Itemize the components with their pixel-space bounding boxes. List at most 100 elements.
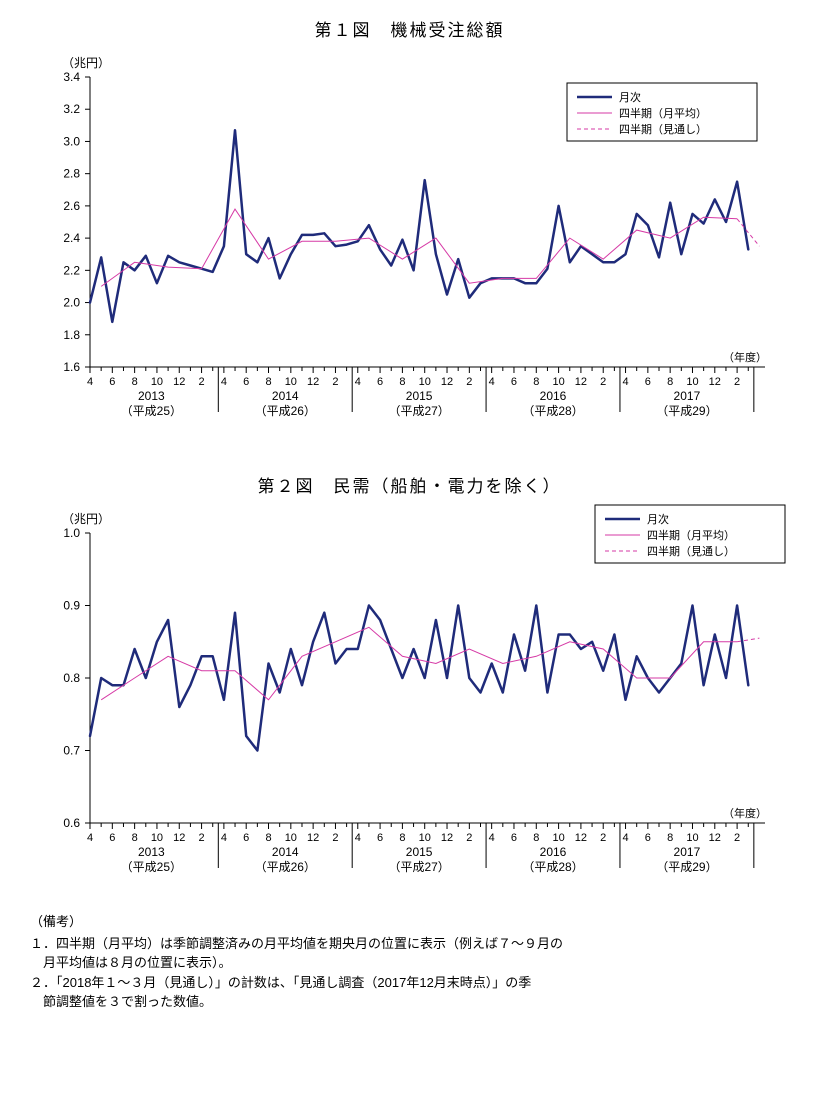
remarks-line: １．四半期（月平均）は季節調整済みの月平均値を期央月の位置に表示（例えば７～９月… [30,934,799,954]
svg-text:12: 12 [173,832,185,844]
svg-text:（年度）: （年度） [723,806,767,820]
svg-text:（年度）: （年度） [723,350,767,364]
svg-text:四半期（見通し）: 四半期（見通し） [619,122,707,136]
svg-text:10: 10 [151,832,163,844]
svg-text:2015: 2015 [406,389,433,403]
svg-text:6: 6 [645,832,651,844]
svg-text:10: 10 [552,832,564,844]
svg-text:四半期（見通し）: 四半期（見通し） [647,544,735,558]
svg-text:2.4: 2.4 [63,231,80,245]
svg-text:（平成27）: （平成27） [388,860,449,874]
svg-text:2: 2 [600,376,606,388]
svg-text:2015: 2015 [406,845,433,859]
svg-text:10: 10 [151,376,163,388]
svg-text:6: 6 [109,376,115,388]
svg-text:8: 8 [132,832,138,844]
svg-text:2.6: 2.6 [63,199,80,213]
svg-text:2.8: 2.8 [63,167,80,181]
svg-text:（平成26）: （平成26） [255,404,316,418]
svg-text:10: 10 [285,832,297,844]
chart1-svg: （兆円） 1.6 1.8 2.0 2.2 2.4 2.6 2.8 3.0 3.2 3.4 4 6 8 10 1… [20,47,800,437]
svg-text:10: 10 [419,832,431,844]
svg-text:（平成26）: （平成26） [255,860,316,874]
svg-text:2: 2 [466,376,472,388]
svg-text:（平成28）: （平成28） [522,404,583,418]
chart2-svg: （兆円）0.60.70.80.91.0468101222013（平成25）468… [20,503,800,893]
svg-text:2: 2 [332,376,338,388]
svg-text:（平成27）: （平成27） [388,404,449,418]
svg-text:12: 12 [307,832,319,844]
svg-text:6: 6 [511,832,517,844]
remarks-head: （備考） [30,912,799,932]
svg-text:1.8: 1.8 [63,328,80,342]
svg-text:0.7: 0.7 [63,744,80,758]
svg-text:6: 6 [243,832,249,844]
svg-text:2014: 2014 [272,389,299,403]
svg-text:8: 8 [399,376,405,388]
svg-text:四半期（月平均）: 四半期（月平均） [619,106,707,120]
svg-text:（平成29）: （平成29） [656,404,717,418]
svg-text:2: 2 [466,832,472,844]
svg-text:6: 6 [645,376,651,388]
svg-text:6: 6 [109,832,115,844]
svg-text:2013: 2013 [138,389,165,403]
svg-text:6: 6 [511,376,517,388]
svg-text:4: 4 [221,832,227,844]
svg-text:4: 4 [355,376,361,388]
svg-text:4: 4 [87,376,93,388]
svg-text:4: 4 [489,832,495,844]
svg-text:10: 10 [552,376,564,388]
svg-text:12: 12 [575,376,587,388]
svg-text:12: 12 [441,376,453,388]
svg-text:12: 12 [709,832,721,844]
svg-text:12: 12 [709,376,721,388]
remarks-line: 月平均値は８月の位置に表示）。 [30,953,799,973]
svg-text:0.9: 0.9 [63,599,80,613]
svg-text:1.6: 1.6 [63,360,80,374]
svg-text:8: 8 [265,376,271,388]
svg-text:2: 2 [600,832,606,844]
chart1-area: （兆円） 1.6 1.8 2.0 2.2 2.4 2.6 2.8 3.0 3.2 3.4 4 6 8 10 1… [20,47,799,442]
chart1-title: 第１図 機械受注総額 [20,16,799,41]
svg-text:2017: 2017 [674,389,701,403]
svg-text:0.6: 0.6 [63,816,80,830]
svg-text:月次: 月次 [619,90,641,104]
svg-text:4: 4 [355,832,361,844]
svg-text:2.0: 2.0 [63,296,80,310]
remarks-line: 節調整値を３で割った数値。 [30,992,799,1012]
svg-text:10: 10 [419,376,431,388]
svg-text:3.2: 3.2 [63,102,80,116]
remarks-line: ２．「2018年１～３月（見通し）」の計数は、「見通し調査（2017年12月末時… [30,973,799,993]
svg-text:3.4: 3.4 [63,70,80,84]
svg-text:月次: 月次 [647,512,669,526]
remarks-block: （備考） １．四半期（月平均）は季節調整済みの月平均値を期央月の位置に表示（例え… [20,912,799,1012]
svg-text:6: 6 [377,832,383,844]
svg-text:10: 10 [285,376,297,388]
svg-text:8: 8 [533,832,539,844]
svg-text:2016: 2016 [540,389,567,403]
svg-text:（平成28）: （平成28） [522,860,583,874]
svg-text:12: 12 [575,832,587,844]
svg-text:四半期（月平均）: 四半期（月平均） [647,528,735,542]
svg-text:0.8: 0.8 [63,671,80,685]
svg-text:3.0: 3.0 [63,134,80,148]
svg-text:（平成25）: （平成25） [121,404,182,418]
svg-text:8: 8 [265,832,271,844]
svg-text:4: 4 [622,376,628,388]
svg-text:2: 2 [332,832,338,844]
svg-text:（兆円）: （兆円） [62,512,110,526]
svg-text:6: 6 [243,376,249,388]
svg-text:（兆円）: （兆円） [62,56,110,70]
svg-text:1.0: 1.0 [63,526,80,540]
svg-text:2: 2 [199,832,205,844]
svg-text:8: 8 [667,376,673,388]
svg-text:2: 2 [734,832,740,844]
chart2-area: （兆円）0.60.70.80.91.0468101222013（平成25）468… [20,503,799,898]
svg-text:12: 12 [173,376,185,388]
svg-text:2: 2 [199,376,205,388]
svg-text:4: 4 [489,376,495,388]
svg-text:（平成25）: （平成25） [121,860,182,874]
svg-text:2.2: 2.2 [63,263,80,277]
svg-text:8: 8 [533,376,539,388]
svg-text:2016: 2016 [540,845,567,859]
